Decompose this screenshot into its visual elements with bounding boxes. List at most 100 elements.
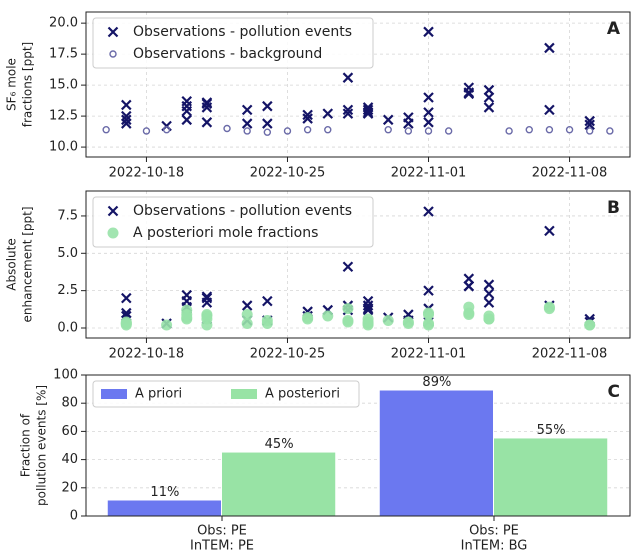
legend-label: A priori: [135, 387, 182, 402]
y-tick-label: 60: [61, 424, 78, 439]
marker: [302, 109, 313, 121]
marker: [423, 92, 434, 103]
marker: [545, 126, 554, 134]
marker: [262, 118, 273, 129]
marker: [444, 127, 453, 135]
marker: [483, 102, 495, 113]
plot-frame: [85, 11, 631, 158]
marker: [181, 95, 193, 107]
marker: [241, 309, 253, 321]
marker: [322, 310, 334, 322]
marker: [201, 117, 213, 128]
plot-frame: [85, 190, 631, 339]
y-tick-label: 40: [61, 452, 78, 467]
x-tick-label: 2022-10-25: [250, 347, 326, 362]
marker: [181, 312, 193, 324]
marker: [121, 99, 132, 111]
marker: [121, 307, 132, 319]
marker: [201, 102, 213, 113]
marker: [263, 128, 272, 136]
marker: [162, 126, 171, 134]
marker: [544, 42, 555, 54]
marker: [241, 318, 253, 330]
marker: [463, 280, 475, 292]
y-axis-label: enhancement [ppt]: [21, 206, 35, 322]
marker: [403, 112, 414, 123]
legend-box: [92, 380, 360, 408]
legend-box: [92, 196, 374, 248]
marker: [543, 301, 555, 313]
legend-box: [92, 17, 374, 69]
legend-label: Observations - pollution events: [133, 24, 352, 40]
marker: [423, 117, 434, 128]
x-tick-label: 2022-11-01: [391, 347, 467, 362]
marker: [241, 300, 253, 311]
marker: [243, 127, 251, 135]
x-tick-label: Obs: PE: [469, 524, 519, 539]
marker: [342, 108, 354, 119]
x-tick-label: Obs: PE: [197, 524, 247, 539]
marker: [262, 295, 273, 307]
marker: [201, 297, 213, 308]
x-tick-label: 2022-11-08: [532, 166, 608, 181]
marker: [423, 26, 434, 38]
marker: [483, 313, 495, 325]
legend-label: A posteriori: [265, 387, 340, 402]
marker: [241, 118, 253, 129]
marker: [384, 126, 392, 134]
legend: Observations - pollution events Observati…: [92, 17, 374, 69]
legend-marker: [107, 227, 119, 239]
marker: [584, 119, 595, 131]
panel-label: C: [608, 382, 620, 402]
legend-marker: [107, 26, 119, 38]
marker: [362, 108, 374, 119]
value-label: 11%: [150, 485, 179, 500]
marker: [606, 127, 614, 135]
bar: [379, 390, 493, 516]
y-axis-label: fractions [ppt]: [21, 42, 35, 127]
y-tick-label: 0.0: [57, 320, 78, 335]
marker: [525, 126, 533, 134]
marker: [302, 312, 314, 324]
legend: A priori A posteriori: [92, 380, 360, 408]
y-tick-label: 80: [61, 396, 78, 411]
legend: Observations - pollution events A posteri…: [92, 196, 374, 248]
marker: [382, 114, 394, 126]
marker: [303, 126, 312, 134]
marker: [102, 126, 110, 134]
marker: [223, 124, 231, 133]
legend-label: Observations - background: [133, 46, 322, 62]
marker: [483, 279, 495, 290]
legend-swatch: [101, 389, 127, 399]
marker: [362, 316, 374, 328]
panel-label: A: [607, 19, 621, 39]
marker: [544, 104, 555, 116]
legend-label: A posteriori mole fractions: [133, 225, 318, 241]
y-tick-label: 100: [53, 368, 78, 383]
panel-label: B: [607, 198, 620, 218]
marker: [463, 88, 475, 100]
legend-label: Observations - pollution events: [133, 203, 352, 219]
marker: [544, 225, 555, 237]
x-tick-label: 2022-11-08: [532, 347, 608, 362]
marker: [342, 72, 354, 83]
y-axis-label: pollution events [%]: [35, 385, 49, 506]
marker: [362, 300, 374, 311]
marker: [120, 318, 132, 330]
marker: [181, 289, 193, 301]
marker: [423, 309, 435, 321]
marker: [324, 126, 332, 134]
marker: [142, 127, 151, 135]
x-tick-label: 2022-10-25: [250, 166, 326, 181]
value-label: 45%: [265, 437, 294, 452]
marker: [402, 316, 414, 328]
y-tick-label: 10.0: [49, 140, 78, 155]
y-tick-label: 2.5: [57, 283, 78, 298]
marker: [322, 108, 334, 119]
marker: [161, 319, 173, 331]
y-axis-label: Absolute: [5, 238, 19, 290]
legend-swatch: [231, 389, 257, 399]
marker: [121, 292, 132, 304]
marker: [404, 127, 413, 135]
